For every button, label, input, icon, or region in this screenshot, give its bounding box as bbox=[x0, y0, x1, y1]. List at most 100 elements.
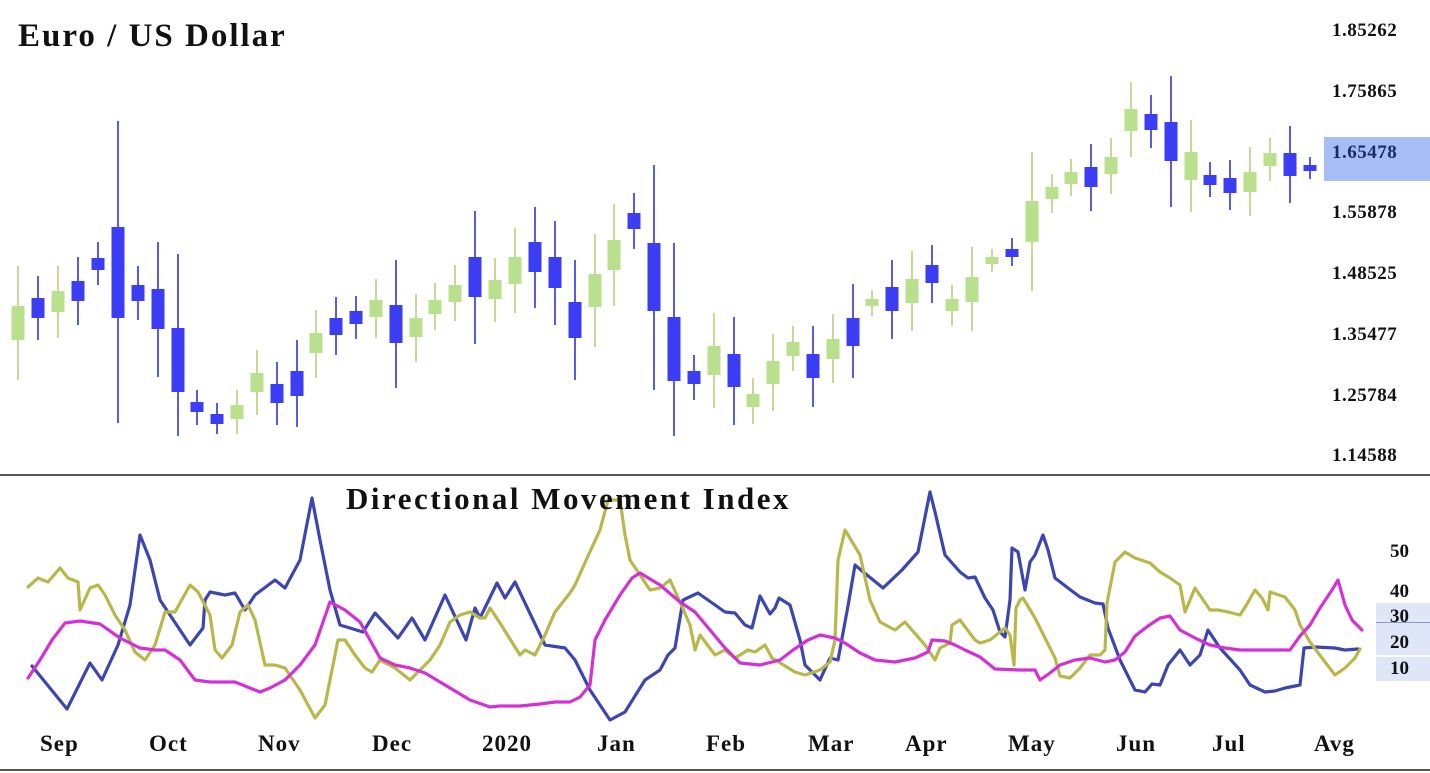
candle-bullish bbox=[766, 361, 780, 384]
candle-bearish bbox=[727, 354, 741, 387]
candle-bearish bbox=[171, 328, 185, 392]
candle-bullish bbox=[1045, 187, 1059, 199]
dmi-band-10 bbox=[1376, 657, 1430, 681]
candle-bullish bbox=[746, 394, 760, 407]
candle-bearish bbox=[1084, 167, 1098, 187]
dmi-band-20 bbox=[1376, 623, 1430, 655]
candle-bullish bbox=[826, 339, 840, 359]
dmi-tick-label: 40 bbox=[1390, 581, 1409, 602]
x-tick-label: Nov bbox=[258, 731, 301, 756]
candle-bearish bbox=[190, 402, 204, 412]
dmi-line--DI bbox=[26, 498, 1362, 720]
candle-bullish bbox=[51, 291, 65, 312]
x-tick-label: Jan bbox=[597, 731, 636, 756]
x-tick-label: Avg bbox=[1314, 731, 1355, 756]
price-tick-label: 1.14588 bbox=[1332, 445, 1398, 466]
candle-bullish bbox=[409, 318, 423, 337]
dmi-line-+DI bbox=[30, 490, 1360, 722]
candle-bearish bbox=[548, 257, 562, 288]
x-tick-label: May bbox=[1008, 731, 1056, 756]
bottom-border bbox=[0, 769, 1430, 771]
current-price-label: 1.65478 bbox=[1332, 142, 1398, 163]
candle-bullish bbox=[1124, 109, 1138, 131]
candle-bullish bbox=[905, 279, 919, 303]
candle-bullish bbox=[607, 240, 621, 270]
candle-bearish bbox=[131, 285, 145, 301]
dmi-band-30 bbox=[1376, 603, 1430, 623]
candle-bearish bbox=[568, 302, 582, 338]
candle-bearish bbox=[687, 371, 701, 384]
candle-bearish bbox=[1203, 175, 1217, 185]
current-price-tag bbox=[1324, 137, 1430, 181]
x-tick-label: Jun bbox=[1116, 731, 1157, 756]
price-tick-label: 1.55878 bbox=[1332, 202, 1398, 223]
candle-bullish bbox=[488, 280, 502, 299]
price-tick-label: 1.75865 bbox=[1332, 81, 1398, 102]
candle-bearish bbox=[91, 258, 105, 270]
price-tick-label: 1.35477 bbox=[1332, 324, 1398, 345]
dmi-tick-label: 20 bbox=[1390, 632, 1409, 653]
candle-bearish bbox=[627, 213, 641, 229]
candle-bearish bbox=[468, 257, 482, 297]
candle-bullish bbox=[1064, 172, 1078, 184]
candle-bullish bbox=[1263, 153, 1277, 166]
x-tick-label: Dec bbox=[372, 731, 413, 756]
candle-bullish bbox=[1243, 172, 1257, 192]
candle-bearish bbox=[885, 287, 899, 311]
candle-bearish bbox=[329, 318, 343, 335]
candle-bullish bbox=[309, 333, 323, 353]
x-tick-label: Sep bbox=[40, 731, 79, 756]
candle-bullish bbox=[1104, 157, 1118, 174]
x-tick-label: Apr bbox=[905, 731, 948, 756]
dmi-tick-label: 50 bbox=[1390, 541, 1409, 562]
candle-bullish bbox=[508, 257, 522, 284]
candle-bullish bbox=[11, 306, 25, 340]
candle-bullish bbox=[250, 373, 264, 392]
candle-bearish bbox=[71, 281, 85, 301]
x-tick-label: Oct bbox=[149, 731, 188, 756]
candle-bearish bbox=[349, 311, 363, 324]
candle-bullish bbox=[369, 300, 383, 317]
candle-bearish bbox=[1283, 153, 1297, 176]
candle-bullish bbox=[865, 299, 879, 306]
candle-bearish bbox=[210, 414, 224, 424]
panel-divider bbox=[0, 474, 1430, 476]
candle-bearish bbox=[846, 318, 860, 346]
candle-bearish bbox=[1005, 249, 1019, 257]
candle-bullish bbox=[448, 285, 462, 302]
candle-bearish bbox=[528, 242, 542, 272]
candle-bearish bbox=[647, 243, 661, 311]
x-tick-label: Jul bbox=[1212, 731, 1246, 756]
candle-bearish bbox=[270, 384, 284, 403]
candle-bearish bbox=[806, 354, 820, 378]
dmi-band-separator bbox=[1376, 622, 1430, 623]
candle-bearish bbox=[389, 305, 403, 343]
candle-bearish bbox=[290, 371, 304, 396]
candle-bullish bbox=[428, 300, 442, 314]
price-tick-label: 1.25784 bbox=[1332, 385, 1398, 406]
candle-bullish bbox=[707, 346, 721, 375]
dmi-line-ADX bbox=[26, 571, 1364, 709]
chart-title: Euro / US Dollar bbox=[18, 18, 287, 54]
candle-bullish bbox=[786, 342, 800, 356]
candle-bullish bbox=[1025, 201, 1039, 242]
dmi-tick-label: 30 bbox=[1390, 606, 1409, 627]
candle-bearish bbox=[1144, 114, 1158, 130]
candle-bearish bbox=[925, 265, 939, 283]
candle-bearish bbox=[1164, 122, 1178, 161]
x-tick-label: 2020 bbox=[482, 731, 532, 756]
candle-bearish bbox=[31, 298, 45, 318]
price-tick-label: 1.48525 bbox=[1332, 263, 1398, 284]
price-tick-label: 1.85262 bbox=[1332, 20, 1398, 41]
candle-bullish bbox=[945, 299, 959, 311]
candle-bullish bbox=[1184, 152, 1198, 180]
candle-bearish bbox=[151, 289, 165, 329]
candle-bearish bbox=[1303, 165, 1317, 171]
candle-bearish bbox=[667, 317, 681, 381]
dmi-tick-label: 10 bbox=[1390, 658, 1409, 679]
candle-bullish bbox=[230, 405, 244, 419]
candle-bearish bbox=[1223, 178, 1237, 193]
dmi-title: Directional Movement Index bbox=[346, 481, 791, 516]
x-tick-label: Mar bbox=[808, 731, 855, 756]
